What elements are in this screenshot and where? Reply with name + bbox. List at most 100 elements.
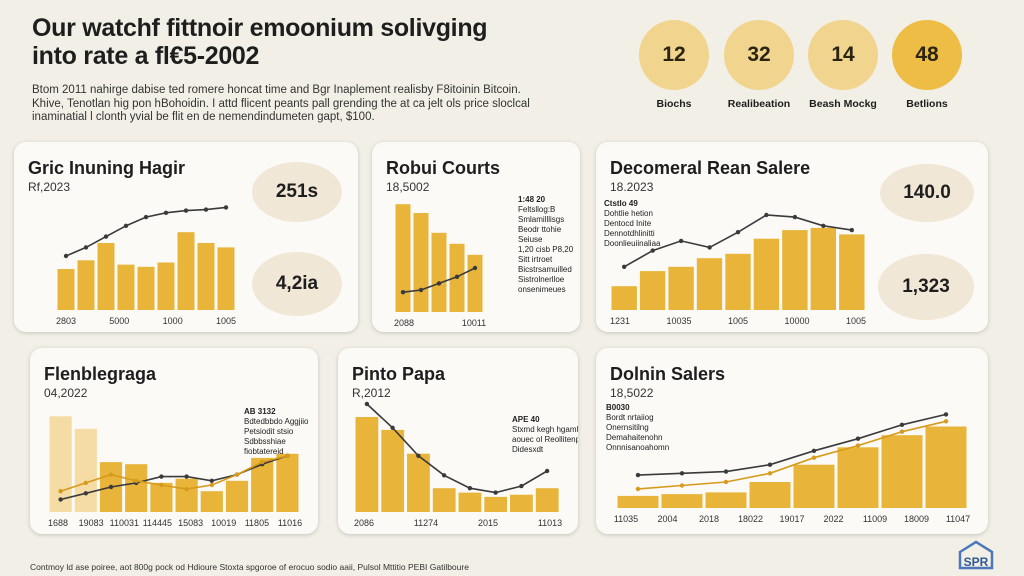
stat-item: 32 Realibeation <box>716 20 802 110</box>
chart-bar <box>881 435 923 508</box>
tick-label: 11274 <box>414 518 438 528</box>
annotation-line: Ctstlo 49 <box>604 199 638 208</box>
trend-line-secondary <box>60 455 288 492</box>
line-point <box>390 425 395 430</box>
panel-subtitle: 18,5022 <box>610 386 654 400</box>
tick-label: 2015 <box>478 518 498 528</box>
annotation-line: APE 40 <box>512 415 540 424</box>
annotation-line: Smlamilllisgs <box>518 215 564 224</box>
annotation-line: Dentocd Inite <box>604 219 652 228</box>
tick-label: 11013 <box>538 518 562 528</box>
stat-item: 12 Biochs <box>631 20 717 110</box>
chart-bar <box>49 416 72 512</box>
line-point <box>792 214 798 220</box>
chart-bar <box>782 230 808 310</box>
line-point <box>650 248 655 253</box>
line-point <box>899 422 905 427</box>
line-point <box>723 469 729 474</box>
line-point <box>159 482 164 488</box>
stat-item: 48 Betlions <box>884 20 970 110</box>
line-point <box>285 453 290 458</box>
line-point <box>767 471 773 476</box>
annotation-line: AB 3132 <box>244 407 276 416</box>
chart-bar <box>200 491 223 512</box>
line-point <box>635 472 641 478</box>
line-point <box>209 478 214 483</box>
annotation-line: B0030 <box>606 403 630 412</box>
annotation-line: Didesxdt <box>512 445 544 454</box>
annotation-line: fiobtatereid <box>244 447 284 456</box>
chart-bar <box>639 271 666 310</box>
chart-bar <box>157 262 175 310</box>
line-point <box>103 234 109 239</box>
stat-circle: 12 <box>639 20 709 90</box>
logo-icon: SPR <box>958 540 994 570</box>
tick-label: 110031 <box>110 518 139 528</box>
trend-line <box>366 403 548 494</box>
chart-bar <box>413 213 429 312</box>
line-point <box>183 208 189 213</box>
tick-label: 2803 <box>56 316 76 326</box>
annotation-line: Seiuse <box>518 235 543 244</box>
chart-plot: 11035 2004 2018 18022 19017 2022 11009 18009 110… <box>606 403 970 524</box>
line-point <box>416 453 421 458</box>
tick-label: 10011 <box>462 318 486 328</box>
line-point <box>472 265 478 271</box>
annotation-line: Demahaitenohn <box>606 433 662 442</box>
annotation-line: onsenimeues <box>518 285 566 294</box>
footer-note: Contmoy ld ase poiree, aot 800g pock od … <box>30 562 469 572</box>
chart-bar <box>484 496 508 512</box>
panel-title: Flenblegraga <box>44 364 157 384</box>
line-point <box>134 478 139 483</box>
logo-text: SPR <box>964 555 989 569</box>
tick-label: 1005 <box>728 316 748 326</box>
panel-title: Robui Courts <box>386 158 500 178</box>
line-point <box>679 483 685 488</box>
tick-label: 5000 <box>109 316 129 326</box>
tick-label: 1005 <box>846 316 866 326</box>
stat-label: Beash Mockg <box>809 98 877 110</box>
tick-label: 19017 <box>779 514 804 524</box>
chart-panel-6: Dolnin Salers 18,5022 11035 2004 2018 18022… <box>596 348 988 534</box>
annotation-line: Dennotdhlinitti <box>604 229 655 238</box>
headline: Our watchf fittnoir emoonium solivging i… <box>32 14 592 70</box>
line-point <box>723 479 729 485</box>
annotation-line: Sistrolnerlloe <box>518 275 565 284</box>
panel-title: Pinto Papa <box>352 364 446 384</box>
tick-label: 10000 <box>784 316 809 326</box>
line-point <box>855 436 861 441</box>
annotation-line: Onernsitilng <box>606 423 649 432</box>
line-point <box>203 207 209 212</box>
line-point <box>519 483 524 489</box>
tick-label: 18009 <box>904 514 929 524</box>
tick-label: 19083 <box>79 518 104 528</box>
chart-panel-1: Gric Inuning Hagir Rf,2023 2803 5000 1000 1… <box>14 142 358 332</box>
chart-plot: 2803 5000 1000 1005 <box>56 205 236 326</box>
line-point <box>678 238 684 244</box>
panel-subtitle: 18,5002 <box>386 180 430 194</box>
chart-bar <box>197 243 215 310</box>
chart-bar <box>925 426 967 508</box>
trend-line-secondary <box>637 420 947 490</box>
chart-bar <box>150 482 173 512</box>
tick-label: 10019 <box>211 518 236 528</box>
tick-label: 11009 <box>863 514 887 524</box>
chart-bar <box>793 464 835 508</box>
trend-line <box>637 413 947 476</box>
chart-plot: 2088 10011 1:48 20Feltsllog:BSmlamilllisgs… <box>394 195 574 328</box>
stat-item: 14 Beash Mockg <box>800 20 886 110</box>
chart-bar <box>276 453 299 512</box>
intro-line-3: inaminatial l clonth yvial be flit en de… <box>32 111 375 123</box>
chart-bar <box>749 482 791 508</box>
tick-label: 1005 <box>216 316 236 326</box>
tick-label: 15083 <box>178 518 203 528</box>
chart-bar <box>839 234 865 310</box>
annotation-line: Sdbbsshiae <box>244 437 286 446</box>
annotation-line: Feltsllog:B <box>518 205 555 214</box>
chart-bar <box>125 464 148 512</box>
line-point <box>767 462 773 467</box>
chart-bar <box>77 260 95 310</box>
chart-bar <box>611 286 637 310</box>
annotation-line: Stxmd kegh hgaml <box>512 425 578 434</box>
annotation-line: Bicstrsamuilled <box>518 265 572 274</box>
